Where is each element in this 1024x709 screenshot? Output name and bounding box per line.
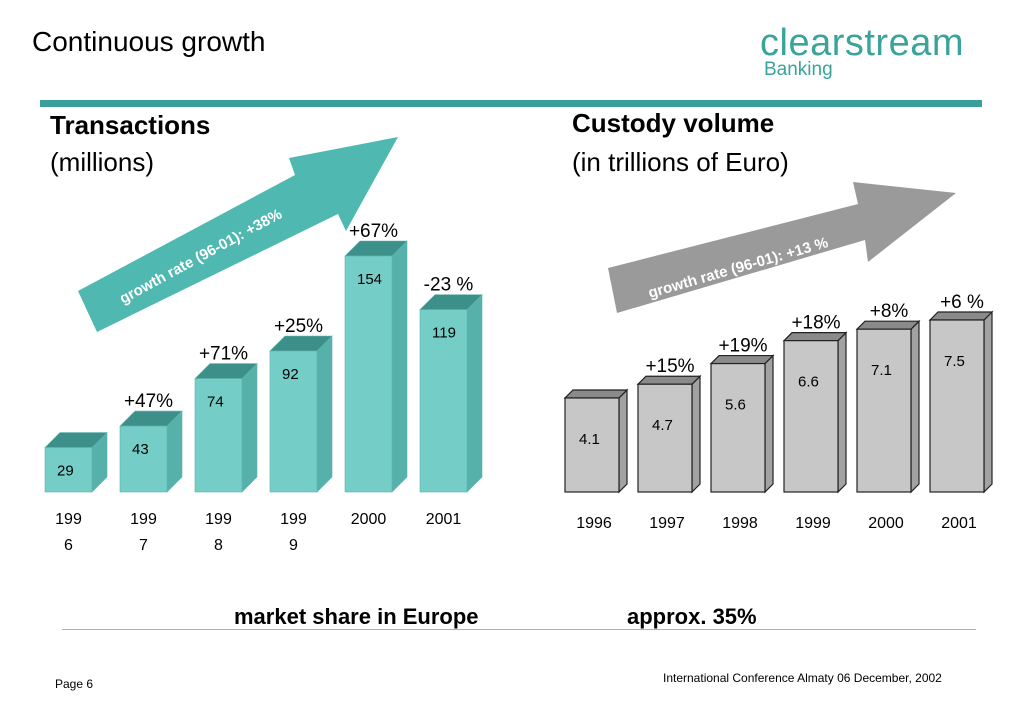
custody-growth-label-3: +18% xyxy=(791,313,840,334)
custody-bar-side-1 xyxy=(691,374,701,494)
custody-value-label-1: 4.7 xyxy=(652,417,673,434)
custody-bar-4 xyxy=(856,328,912,493)
custody-bar-side-3 xyxy=(837,331,847,494)
transactions-chart-subtitle: (millions) xyxy=(50,147,154,177)
custody-category-label-4: 2000 xyxy=(868,515,904,532)
custody-category-label-0: 1996 xyxy=(576,515,612,532)
custody-bar-2 xyxy=(710,362,766,493)
custody-arrow-shape xyxy=(608,182,956,313)
header-divider xyxy=(40,100,982,107)
transactions-category-label-0-1: 6 xyxy=(64,537,73,554)
transactions-bar-2 xyxy=(194,378,243,493)
custody-bar-top-2 xyxy=(709,354,775,365)
transactions-bar-4 xyxy=(344,255,393,493)
custody-category-label-2: 1998 xyxy=(722,515,758,532)
transactions-growth-label-5: -23 % xyxy=(424,275,474,296)
custody-value-label-2: 5.6 xyxy=(725,397,746,414)
transactions-bar-side-2 xyxy=(241,362,258,493)
market-share-label: market share in Europe xyxy=(234,604,479,629)
transactions-value-label-3: 92 xyxy=(282,366,299,383)
transactions-bar-1 xyxy=(119,425,168,493)
custody-bar-side-5 xyxy=(983,310,993,494)
transactions-growth-label-1: +47% xyxy=(124,391,173,412)
custody-category-label-5: 2001 xyxy=(941,515,977,532)
custody-bar-side-4 xyxy=(910,319,920,494)
custody-value-label-5: 7.5 xyxy=(944,353,965,370)
transactions-category-label-5: 2001 xyxy=(426,511,462,528)
transactions-value-label-0: 29 xyxy=(57,463,74,480)
transactions-growth-label-3: +25% xyxy=(274,316,323,337)
logo-wordmark: clearstream xyxy=(760,22,964,64)
page-number: Page 6 xyxy=(55,677,94,691)
transactions-value-label-2: 74 xyxy=(207,394,224,411)
custody-growth-arrow: growth rate (96-01): +13 % xyxy=(608,182,956,313)
transactions-category-label-1-1: 7 xyxy=(139,537,148,554)
custody-bar-side-0 xyxy=(618,388,628,494)
custody-growth-label-5: +6 % xyxy=(940,292,984,313)
transactions-arrow-shape xyxy=(78,137,398,332)
transactions-bar-0 xyxy=(44,447,93,493)
page-title: Continuous growth xyxy=(32,26,266,57)
transactions-category-label-1-0: 199 xyxy=(130,511,157,528)
transactions-category-label-3-0: 199 xyxy=(280,511,307,528)
transactions-bar-side-4 xyxy=(391,240,408,493)
custody-growth-label-1: +15% xyxy=(645,356,694,377)
transactions-arrow-label: growth rate (96-01): +38% xyxy=(117,206,285,308)
custody-bar-top-5 xyxy=(928,311,994,321)
transactions-value-label-5: 119 xyxy=(432,325,456,342)
custody-bar-3 xyxy=(783,340,839,493)
custody-bar-side-2 xyxy=(764,354,774,494)
transactions-category-label-4: 2000 xyxy=(351,511,387,528)
transactions-value-label-4: 154 xyxy=(357,271,382,288)
transactions-bar-side-3 xyxy=(316,335,333,493)
custody-growth-label-2: +19% xyxy=(718,336,767,357)
transactions-category-label-3-1: 9 xyxy=(289,537,298,554)
custody-value-label-4: 7.1 xyxy=(871,362,892,379)
transactions-bar-5 xyxy=(419,309,468,493)
transactions-growth-label-4: +67% xyxy=(349,221,398,242)
custody-bar-top-4 xyxy=(855,320,921,330)
custody-category-label-1: 1997 xyxy=(649,515,685,532)
transactions-category-label-2-1: 8 xyxy=(214,537,223,554)
footer-conference: International Conference Almaty 06 Decem… xyxy=(663,671,942,685)
transactions-category-label-2-0: 199 xyxy=(205,511,232,528)
custody-bar-top-0 xyxy=(563,389,629,399)
transactions-bar-3 xyxy=(269,350,318,493)
transactions-category-label-0-0: 199 xyxy=(55,511,82,528)
custody-bars: 4.1 1996 4.7 +15% 1997 5.6 +19% 1998 6.6 +18% 1999… xyxy=(563,292,994,532)
footer-divider xyxy=(62,629,976,630)
custody-value-label-0: 4.1 xyxy=(579,431,600,448)
transactions-growth-label-2: +71% xyxy=(199,344,248,365)
custody-bar-0 xyxy=(564,397,620,493)
custody-bar-top-3 xyxy=(782,332,848,342)
transactions-bars: 29 199 6 43 +47% 199 7 74 +71% 199 8 92 +25% 199 9 154 +… xyxy=(44,221,483,554)
market-share-value: approx. 35% xyxy=(627,604,757,629)
custody-growth-label-4: +8% xyxy=(870,301,909,322)
transactions-bar-side-5 xyxy=(466,293,483,493)
logo-subtitle: Banking xyxy=(764,59,833,80)
custody-chart-title: Custody volume xyxy=(572,108,775,138)
transactions-chart-title: Transactions xyxy=(50,110,211,140)
custody-bar-5 xyxy=(929,319,985,493)
transactions-value-label-1: 43 xyxy=(132,441,149,458)
custody-bar-1 xyxy=(637,383,693,493)
custody-value-label-3: 6.6 xyxy=(798,374,819,391)
custody-category-label-3: 1999 xyxy=(795,515,831,532)
custody-chart-subtitle: (in trillions of Euro) xyxy=(572,147,789,177)
custody-bar-top-1 xyxy=(636,375,702,385)
